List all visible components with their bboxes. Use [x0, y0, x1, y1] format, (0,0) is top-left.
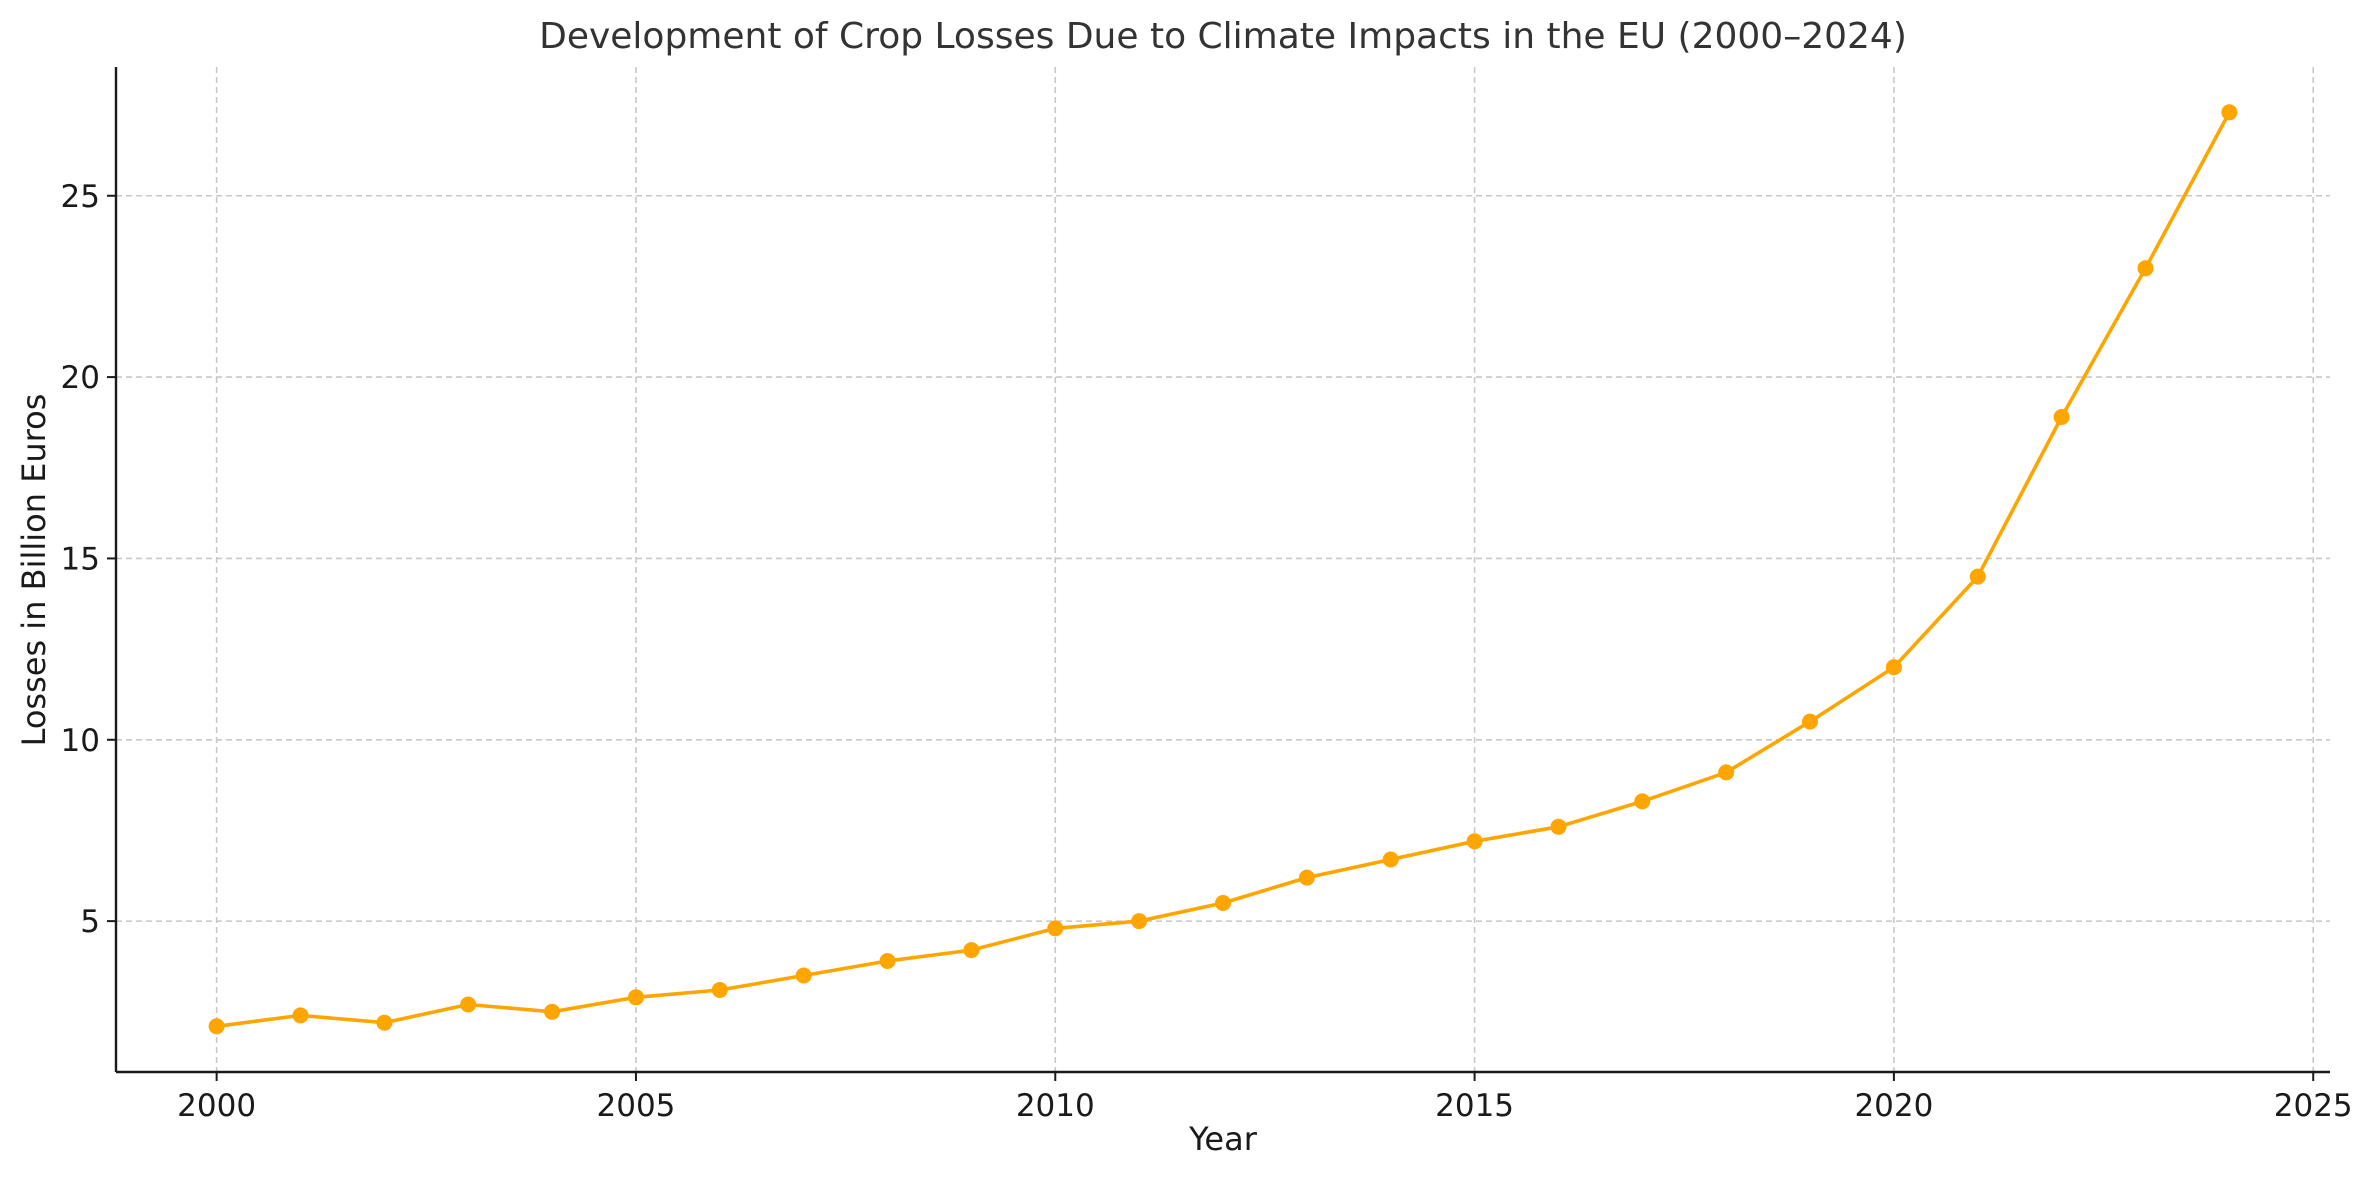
data-point	[795, 967, 812, 984]
data-point	[1215, 895, 1231, 911]
chart-title: Development of Crop Losses Due to Climat…	[539, 16, 1907, 57]
data-point	[376, 1014, 393, 1031]
y-tick-label: 5	[80, 904, 100, 940]
x-tick-label: 2020	[1854, 1088, 1933, 1124]
data-point	[879, 953, 896, 969]
data-point	[1969, 568, 1986, 585]
data-point	[1466, 833, 1483, 850]
data-point	[544, 1003, 561, 1020]
data-point	[963, 942, 980, 959]
data-point	[1047, 920, 1064, 937]
data-point	[1802, 713, 1818, 730]
x-tick-label: 2025	[2274, 1088, 2353, 1124]
data-point	[208, 1018, 225, 1035]
data-point	[628, 989, 644, 1006]
data-point	[1550, 818, 1567, 835]
y-axis-label: Losses in Billion Euros	[15, 394, 53, 747]
data-point	[1634, 793, 1651, 810]
data-point	[1885, 659, 1902, 676]
x-tick-label: 2000	[177, 1088, 256, 1124]
grid	[116, 67, 2330, 1072]
x-tick-label: 2010	[1016, 1088, 1095, 1124]
data-point	[2053, 409, 2070, 425]
x-tick-label: 2005	[597, 1088, 676, 1124]
data-point	[1382, 851, 1399, 868]
y-tick-label: 20	[61, 360, 100, 396]
data-point	[1131, 913, 1148, 930]
data-point	[711, 982, 728, 998]
series-line	[216, 111, 2231, 1029]
data-point	[2221, 104, 2238, 121]
data-point	[2137, 260, 2154, 277]
y-tick-label: 25	[61, 179, 100, 215]
data-point	[1298, 869, 1315, 886]
data-point	[460, 996, 477, 1013]
data-point	[292, 1007, 309, 1024]
data-point	[1718, 764, 1735, 781]
y-tick-label: 10	[61, 723, 100, 759]
y-tick-label: 15	[61, 541, 100, 577]
series-layer	[208, 104, 2238, 1035]
x-axis-label: Year	[1188, 1120, 1258, 1158]
x-tick-label: 2015	[1435, 1088, 1514, 1124]
